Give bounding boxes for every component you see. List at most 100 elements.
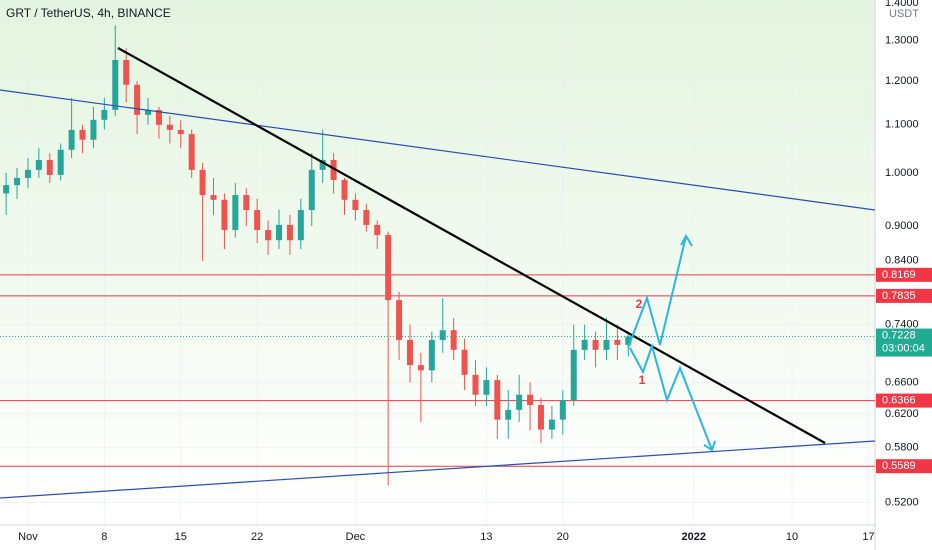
candle-body: [24, 169, 31, 178]
level-label-box: [876, 393, 932, 408]
candle-body: [417, 365, 424, 371]
plot-background: [0, 0, 875, 525]
candle-body: [548, 419, 555, 430]
candle-body: [494, 380, 501, 420]
y-tick-label: 1.4000: [885, 0, 919, 9]
candle-body: [221, 199, 228, 230]
candle-body: [254, 210, 261, 230]
level-label: 0.7835: [882, 290, 916, 302]
candle-body: [527, 394, 534, 406]
y-tick-label: 1.0000: [885, 167, 919, 179]
projection-path: [627, 235, 687, 349]
candle-body: [232, 195, 239, 230]
last-price-label: 0.7228: [882, 329, 916, 341]
candle-body: [308, 169, 315, 211]
level-label-box: [876, 267, 932, 282]
y-tick-label: 1.2000: [885, 75, 919, 87]
candle-body: [363, 210, 370, 225]
candle-body: [450, 330, 457, 350]
annotation: 2: [636, 297, 643, 311]
candle-body: [581, 339, 588, 350]
y-tick-label: 0.9000: [885, 220, 919, 232]
candle-body: [319, 159, 326, 170]
arrow-head: [680, 234, 693, 247]
arrow-head: [703, 440, 716, 452]
candle-body: [210, 195, 217, 200]
last-price-box: [876, 328, 932, 357]
candle-body: [155, 109, 162, 125]
x-tick-label: 20: [557, 531, 569, 543]
candle-body: [428, 339, 435, 371]
candle-body: [166, 124, 173, 130]
candle-body: [625, 336, 632, 345]
annotation: 1: [639, 373, 646, 387]
y-tick-label: 0.5200: [885, 497, 919, 509]
candle-body: [439, 330, 446, 340]
x-tick-label: 13: [480, 531, 492, 543]
candle-body: [330, 159, 337, 180]
trend-line: [0, 440, 876, 499]
level-label: 0.5589: [882, 460, 916, 472]
candle-body: [592, 339, 599, 350]
y-tick-label: 0.7400: [885, 319, 919, 331]
level-label-box: [876, 288, 932, 303]
candle-body: [68, 129, 75, 150]
candle-body: [57, 149, 64, 175]
candle-body: [243, 195, 250, 211]
x-tick-label: 15: [175, 531, 187, 543]
x-tick-label: Dec: [346, 531, 366, 543]
candle-body: [406, 339, 413, 366]
y-tick-label: 0.6600: [885, 376, 919, 388]
level-label-box: [876, 459, 932, 474]
candle-body: [276, 224, 283, 241]
candle-body: [188, 134, 195, 170]
candle-body: [265, 229, 272, 241]
y-tick-label: 0.6200: [885, 408, 919, 420]
candle-body: [123, 59, 130, 85]
candle-body: [614, 339, 621, 345]
candle-body: [35, 159, 42, 170]
candle-body: [199, 169, 206, 196]
trend-line: [117, 47, 826, 444]
x-tick-label: 10: [786, 531, 798, 543]
x-tick-label: 2022: [682, 531, 706, 543]
candle-body: [472, 374, 479, 395]
candle-body: [3, 185, 10, 194]
candle-body: [297, 210, 304, 241]
drawings: [0, 47, 876, 499]
candle-body: [396, 300, 403, 340]
x-tick-label: Nov: [18, 531, 38, 543]
projection-path: [629, 342, 713, 451]
level-label: 0.6366: [882, 394, 916, 406]
candle-body: [46, 159, 53, 175]
x-tick-label: 22: [251, 531, 263, 543]
countdown-label: 03:00:04: [882, 342, 925, 354]
y-axis-label: USDT: [889, 8, 919, 20]
candle-body: [101, 109, 108, 120]
candle-body: [145, 109, 152, 115]
y-tick-label: 1.3000: [885, 35, 919, 47]
x-tick-label: 8: [101, 531, 107, 543]
candle-body: [516, 394, 523, 410]
y-tick-label: 0.8400: [885, 255, 919, 267]
candle-body: [112, 59, 119, 110]
candle-body: [177, 129, 184, 135]
time-axis-panel: [0, 525, 875, 550]
candle-body: [352, 199, 359, 211]
candle-body: [341, 179, 348, 200]
candle-body: [79, 129, 86, 140]
candle-body: [461, 349, 468, 375]
candle-body: [90, 119, 97, 140]
candle-body: [603, 339, 610, 350]
candle-body: [286, 224, 293, 241]
candle-body: [570, 349, 577, 401]
y-tick-label: 1.1000: [885, 119, 919, 131]
candle-body: [134, 84, 141, 115]
candle-body: [374, 224, 381, 236]
candle-body: [483, 380, 490, 395]
candle-body: [559, 400, 566, 420]
level-label: 0.8169: [882, 269, 916, 281]
candle-body: [505, 409, 512, 420]
y-tick-label: 0.5800: [885, 441, 919, 453]
chart-title: GRT / TetherUS, 4h, BINANCE: [6, 6, 171, 20]
